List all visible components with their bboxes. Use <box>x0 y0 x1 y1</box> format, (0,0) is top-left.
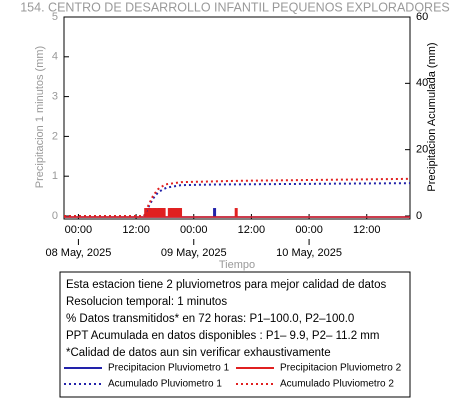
y-tick-label: 4 <box>52 51 58 63</box>
legend-label: Acumulado Pluviometro 1 <box>108 379 222 390</box>
bar <box>157 208 161 217</box>
y2-tick-label: 0 <box>416 210 422 222</box>
y2-tick-label: 60 <box>416 11 428 23</box>
bar <box>153 208 157 217</box>
y-axis-label: Precipitacion 1 minutos (mm) <box>34 46 46 188</box>
x-tick-label: 00:00 <box>295 224 323 236</box>
y2-tick-label: 40 <box>416 77 428 89</box>
legend-label: Precipitacion Pluviometro 1 <box>108 363 230 374</box>
y-tick-label: 2 <box>52 130 58 142</box>
x-axis-label: Tiempo <box>219 259 255 271</box>
info-line: PPT Acumulada en datos disponibles : P1–… <box>66 330 379 342</box>
bar <box>177 208 181 217</box>
bar <box>144 208 148 217</box>
bar <box>169 208 173 217</box>
x-tick-label: 00:00 <box>65 224 93 236</box>
bar <box>174 208 178 217</box>
cumulative-line <box>64 182 411 217</box>
date-tick-label: 08 May, 2025 <box>45 247 111 259</box>
date-tick-label: 09 May, 2025 <box>161 247 227 259</box>
info-line: *Calidad de datos aun sin verificar exha… <box>66 347 331 359</box>
info-line: Esta estacion tiene 2 pluviometros para … <box>66 279 387 291</box>
x-tick-label: 12:00 <box>122 224 150 236</box>
bar <box>149 208 152 217</box>
date-tick-label: 10 May, 2025 <box>276 247 342 259</box>
info-line: % Datos transmitidos* en 72 horas: P1–10… <box>66 313 354 325</box>
bar <box>172 208 176 217</box>
x-tick-label: 00:00 <box>180 224 208 236</box>
bar <box>171 208 175 217</box>
x-tick-label: 12:00 <box>353 224 381 236</box>
cumulative-line <box>64 177 411 217</box>
y-tick-label: 1 <box>52 170 58 182</box>
bar <box>175 208 179 217</box>
bar <box>161 208 165 217</box>
info-box <box>59 271 411 398</box>
bar <box>159 208 163 217</box>
y2-tick-label: 20 <box>416 144 428 156</box>
y2-axis-label: Precipitacion Acumulada (mm) <box>426 42 438 191</box>
y-tick-label: 5 <box>52 11 58 23</box>
y-tick-label: 3 <box>52 91 58 103</box>
info-line: Resolucion temporal: 1 minutos <box>66 296 227 308</box>
y-tick-label: 0 <box>52 210 58 222</box>
bar <box>179 208 183 217</box>
bar <box>167 208 171 217</box>
x-tick-label: 12:00 <box>238 224 266 236</box>
bar <box>234 208 238 217</box>
bar <box>145 208 149 217</box>
legend-label: Acumulado Pluviometro 2 <box>280 379 394 390</box>
bar <box>213 208 217 217</box>
bar <box>151 208 155 217</box>
legend-label: Precipitacion Pluviometro 2 <box>280 363 402 374</box>
chart-title: 154. CENTRO DE DESARROLLO INFANTIL PEQUE… <box>20 0 450 14</box>
bar <box>147 208 151 217</box>
bar <box>162 208 166 217</box>
bar <box>155 208 159 217</box>
plot-frame <box>63 16 411 220</box>
